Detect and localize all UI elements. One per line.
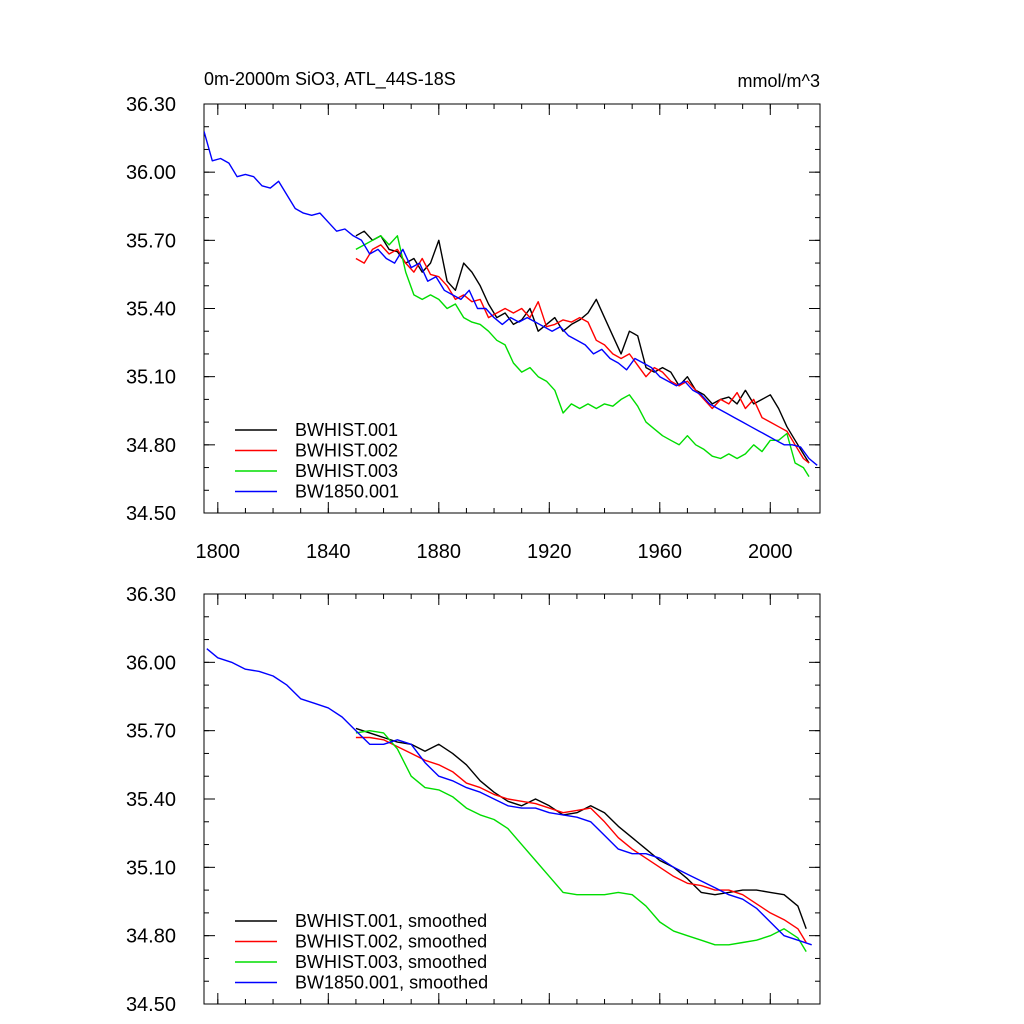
y-tick-label: 36.00: [126, 162, 176, 184]
x-tick-label: 1920: [527, 541, 572, 563]
chart-title: 0m-2000m SiO3, ATL_44S-18S: [204, 69, 456, 90]
y-tick-label: 34.50: [126, 503, 176, 525]
series-group: [206, 648, 812, 952]
series-line-3: [355, 235, 810, 477]
x-tick-label: 2000: [748, 541, 793, 563]
y-tick-label: 36.30: [126, 584, 176, 606]
series-line-2: [355, 736, 807, 943]
y-tick-label: 35.10: [126, 367, 176, 389]
series-line-1: [355, 230, 810, 464]
series-line-4: [204, 131, 818, 466]
series-line-3: [355, 730, 807, 952]
y-tick-label: 34.80: [126, 926, 176, 948]
y-tick-label: 35.10: [126, 857, 176, 879]
series-line-2: [355, 244, 810, 464]
legend-label: BW1850.001: [295, 482, 399, 502]
legend-label: BWHIST.002, smoothed: [295, 932, 487, 952]
y-tick-label: 34.50: [126, 994, 176, 1016]
top-panel: 0m-2000m SiO3, ATL_44S-18S mmol/m^3 34.5…: [126, 69, 821, 563]
series-line-1: [355, 727, 807, 930]
units-label: mmol/m^3: [738, 71, 820, 91]
legend-label: BWHIST.001: [295, 420, 398, 440]
y-tick-label: 35.70: [126, 721, 176, 743]
series-group: [204, 131, 818, 477]
series-line-4: [206, 648, 812, 946]
y-tick-label: 35.70: [126, 230, 176, 252]
x-tick-label: 1800: [196, 541, 241, 563]
y-tick-label: 34.80: [126, 435, 176, 457]
x-tick-label: 1960: [638, 541, 683, 563]
bottom-panel: 34.50 34.80 35.10 35.40 35.70 36.00 36.30 BWHIS…: [126, 584, 821, 1016]
y-tick-label: 35.40: [126, 789, 176, 811]
y-tick-label: 36.00: [126, 652, 176, 674]
x-tick-label: 1840: [306, 541, 351, 563]
legend-label: BWHIST.001, smoothed: [295, 911, 487, 931]
y-tick-label: 35.40: [126, 299, 176, 321]
legend-label: BWHIST.003, smoothed: [295, 952, 487, 972]
legend-label: BWHIST.002: [295, 441, 398, 461]
legend-label: BWHIST.003: [295, 461, 398, 481]
x-tick-label: 1880: [417, 541, 462, 563]
y-tick-label: 36.30: [126, 94, 176, 116]
legend-label: BW1850.001, smoothed: [295, 973, 488, 993]
